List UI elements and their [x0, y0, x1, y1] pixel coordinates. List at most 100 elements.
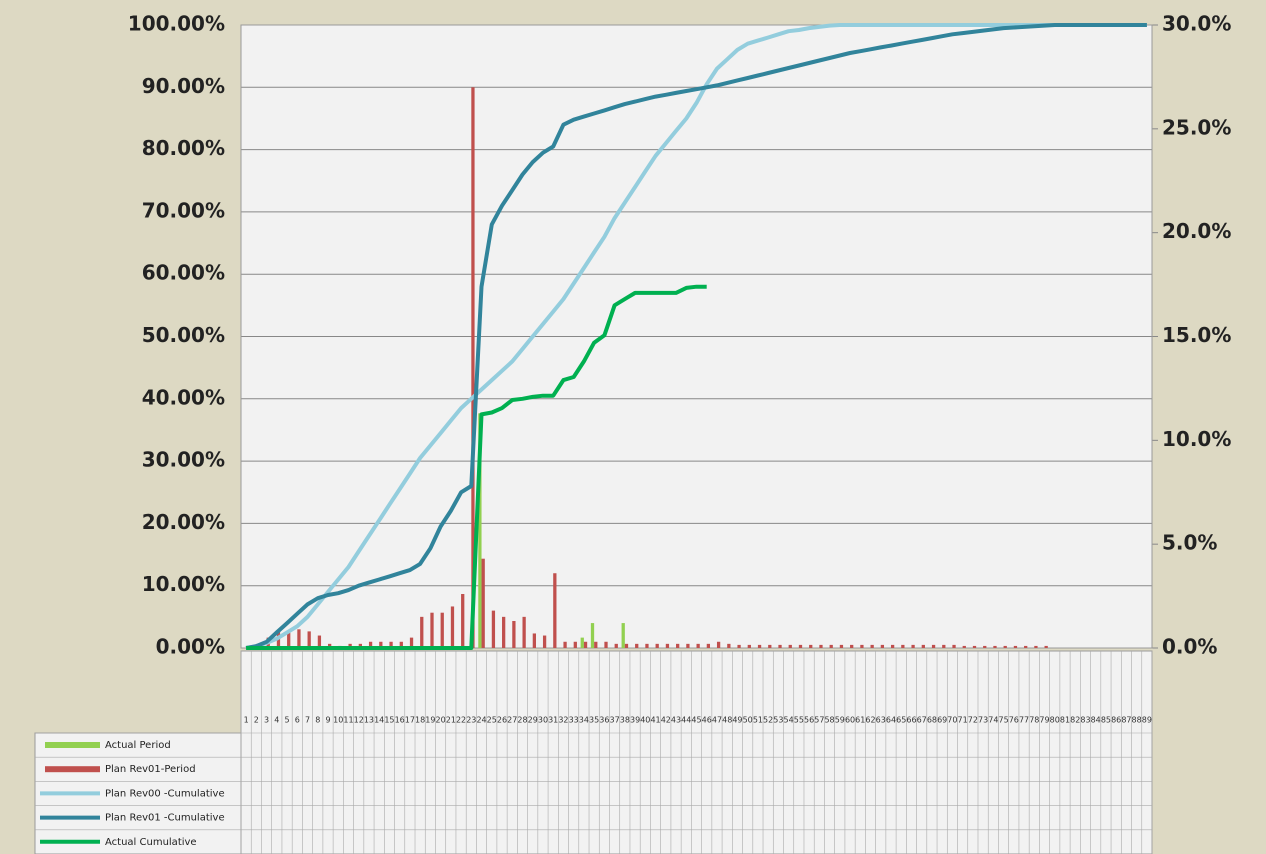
bar — [921, 644, 925, 648]
x-tick-label: 87 — [1121, 716, 1131, 725]
x-tick-label: 5 — [285, 716, 290, 725]
bar — [655, 643, 659, 648]
legend-label: Plan Rev00 -Cumulative — [105, 788, 225, 799]
x-tick-label: 8 — [315, 716, 320, 725]
bar — [532, 633, 537, 648]
x-tick-label: 43 — [671, 716, 681, 725]
x-tick-label: 10 — [333, 716, 343, 725]
bar — [409, 637, 414, 648]
x-tick-label: 28 — [517, 716, 527, 725]
x-tick-label: 3 — [264, 716, 269, 725]
bar — [553, 573, 557, 648]
bar — [389, 641, 393, 648]
x-tick-label: 34 — [579, 716, 589, 725]
bar — [358, 643, 362, 648]
bar — [798, 644, 803, 648]
bar — [911, 644, 915, 648]
bar — [850, 644, 854, 648]
bar — [420, 616, 424, 648]
x-tick-label: 66 — [906, 716, 916, 725]
bar — [348, 643, 352, 648]
x-tick-label: 81 — [1060, 716, 1070, 725]
x-tick-label: 61 — [855, 716, 865, 725]
x-tick-label: 67 — [917, 716, 927, 725]
x-tick-label: 83 — [1080, 716, 1090, 725]
x-tick-label: 14 — [374, 716, 384, 725]
bar — [901, 644, 905, 648]
bar — [583, 641, 588, 648]
bar — [590, 623, 595, 648]
x-tick-label: 58 — [824, 716, 834, 725]
bar — [399, 641, 403, 648]
x-tick-label: 57 — [814, 716, 824, 725]
bar — [635, 643, 639, 648]
bar — [328, 643, 332, 648]
x-tick-label: 44 — [681, 716, 691, 725]
bar — [962, 645, 966, 648]
y2-tick-label: 10.0% — [1162, 427, 1231, 451]
x-tick-label: 41 — [650, 716, 660, 725]
x-tick-label: 52 — [763, 716, 773, 725]
x-tick-label: 36 — [599, 716, 609, 725]
x-tick-label: 12 — [354, 716, 364, 725]
y-tick-label: 40.00% — [142, 385, 225, 409]
y-tick-label: 50.00% — [142, 323, 225, 347]
bar — [594, 641, 598, 648]
bar — [542, 635, 547, 648]
bar — [839, 644, 844, 648]
bar — [522, 616, 526, 648]
x-tick-label: 65 — [896, 716, 906, 725]
bar — [368, 641, 373, 648]
x-tick-label: 75 — [998, 716, 1008, 725]
bar — [1044, 645, 1048, 648]
bar — [829, 644, 833, 648]
x-tick-label: 85 — [1101, 716, 1111, 725]
bar — [686, 643, 690, 648]
x-tick-label: 86 — [1111, 716, 1121, 725]
x-tick-label: 63 — [876, 716, 886, 725]
bar — [716, 641, 721, 648]
x-tick-label: 18 — [415, 716, 425, 725]
bar — [573, 641, 577, 648]
x-tick-label: 80 — [1050, 716, 1060, 725]
x-tick-label: 84 — [1091, 716, 1101, 725]
x-tick-label: 29 — [528, 716, 538, 725]
bar — [1034, 645, 1038, 648]
x-tick-label: 23 — [466, 716, 476, 725]
x-tick-label: 31 — [548, 716, 558, 725]
bar — [471, 87, 475, 649]
bar — [512, 621, 516, 648]
x-tick-label: 39 — [630, 716, 640, 725]
x-tick-label: 4 — [274, 716, 279, 725]
x-tick-label: 49 — [732, 716, 742, 725]
line — [245, 23, 1147, 650]
x-tick-label: 59 — [835, 716, 845, 725]
bar — [604, 641, 608, 648]
y-tick-label: 0.00% — [156, 635, 225, 659]
x-tick-label: 64 — [886, 716, 896, 725]
bar — [307, 631, 311, 648]
y2-tick-label: 0.0% — [1162, 635, 1217, 659]
x-tick-label: 30 — [538, 716, 548, 725]
y-tick-label: 100.00% — [128, 12, 225, 36]
x-tick-label: 70 — [947, 716, 957, 725]
x-tick-label: 88 — [1132, 716, 1142, 725]
bar — [860, 644, 864, 648]
x-tick-label: 53 — [773, 716, 783, 725]
x-tick-label: 60 — [845, 716, 855, 725]
bar — [502, 616, 506, 648]
x-tick-label: 73 — [978, 716, 988, 725]
line — [245, 23, 1147, 650]
data-table — [240, 650, 1153, 854]
bar — [931, 644, 936, 648]
x-tick-label: 48 — [722, 716, 732, 725]
legend-swatch — [45, 742, 100, 748]
x-tick-label: 45 — [691, 716, 701, 725]
y2-tick-label: 25.0% — [1162, 115, 1231, 139]
x-tick-label: 46 — [702, 716, 712, 725]
legend-label: Plan Rev01-Period — [105, 764, 196, 775]
bar — [737, 644, 741, 648]
bar — [440, 612, 444, 648]
bar — [481, 558, 485, 648]
